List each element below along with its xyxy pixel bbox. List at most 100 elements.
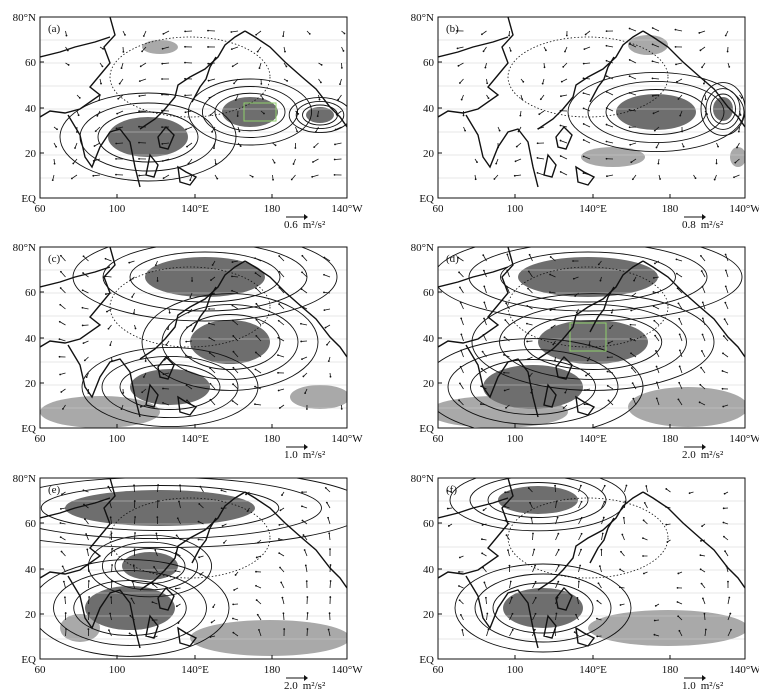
flux-arrow <box>629 75 637 80</box>
flux-arrow <box>702 302 706 310</box>
shading-region <box>730 147 745 167</box>
flux-arrow <box>209 367 216 374</box>
flux-arrow <box>84 518 89 525</box>
contour-line <box>101 541 199 591</box>
coastline <box>40 17 116 118</box>
coastline <box>139 30 246 130</box>
coastline <box>555 125 573 150</box>
contour-line <box>73 580 187 636</box>
reference-arrow-head <box>304 675 308 681</box>
flux-arrow <box>280 582 285 589</box>
flux-arrow <box>86 549 89 557</box>
flux-arrow <box>256 303 262 310</box>
coastline <box>145 153 159 178</box>
longitude-label: 180 <box>662 203 679 215</box>
flux-arrow <box>700 46 706 51</box>
flux-arrow <box>583 139 591 144</box>
coastline <box>438 247 514 348</box>
flux-arrow <box>279 271 285 278</box>
coastline <box>139 260 246 360</box>
flux-arrow <box>83 255 89 262</box>
flux-arrow <box>324 257 331 262</box>
flux-arrow <box>255 272 262 278</box>
flux-arrow <box>704 613 706 621</box>
flux-arrow <box>699 384 706 390</box>
flux-arrow <box>163 30 170 35</box>
flux-arrow <box>526 323 533 326</box>
flux-arrow <box>301 356 308 360</box>
coastline <box>438 497 509 519</box>
contour-line <box>705 88 741 130</box>
shading-region <box>60 614 100 642</box>
flux-arrow <box>460 614 464 621</box>
flux-arrow <box>155 533 158 541</box>
flux-arrow <box>727 629 732 637</box>
flux-arrow <box>209 292 216 296</box>
flux-arrow <box>481 30 487 35</box>
flux-arrow <box>504 336 510 342</box>
flux-arrow <box>82 289 89 294</box>
panel-label: (c) <box>48 253 61 265</box>
panel-label: (d) <box>446 253 459 265</box>
flux-arrow <box>233 78 239 84</box>
flux-arrow <box>555 613 557 621</box>
coastline <box>465 344 539 418</box>
flux-arrow <box>724 318 729 326</box>
flux-arrow <box>291 174 296 180</box>
flux-arrow <box>528 271 533 278</box>
flux-arrow <box>255 30 262 36</box>
flux-arrow <box>701 270 706 278</box>
latitude-label: 20 <box>423 378 435 390</box>
flux-arrow <box>95 126 101 132</box>
flux-arrow <box>163 174 170 179</box>
flux-arrow <box>507 550 510 557</box>
flux-arrow <box>601 533 604 541</box>
flux-arrow <box>256 599 262 605</box>
contour-line <box>470 359 596 415</box>
map-area <box>438 247 745 428</box>
flux-arrow <box>679 334 683 342</box>
flux-arrow <box>678 318 683 326</box>
flux-arrow <box>337 94 342 100</box>
flux-arrow <box>162 158 170 162</box>
flux-arrow <box>327 517 331 525</box>
flux-arrow <box>185 355 193 358</box>
latitude-label: 40 <box>25 103 37 115</box>
flux-arrow <box>324 308 331 311</box>
flux-arrow <box>235 94 239 101</box>
flux-arrow <box>281 597 285 605</box>
longitude-label: 140°E <box>579 203 607 215</box>
contour-line <box>101 355 239 419</box>
flux-arrow <box>652 94 660 97</box>
contour-line <box>81 346 259 428</box>
flux-arrow <box>313 142 319 148</box>
flux-arrow <box>59 321 66 326</box>
flux-arrow <box>178 501 181 509</box>
latitude-label: 60 <box>423 518 435 530</box>
flux-arrow <box>629 28 637 32</box>
contour-line <box>288 96 347 134</box>
reference-value: 2.0 <box>284 680 298 692</box>
flux-arrow <box>654 126 660 131</box>
shading-region <box>122 552 178 580</box>
flux-arrow <box>702 334 706 342</box>
flux-arrow <box>232 320 239 326</box>
flux-arrow <box>111 564 113 573</box>
latitude-label: EQ <box>21 654 36 666</box>
flux-arrow <box>700 255 706 262</box>
flux-arrow <box>483 302 487 310</box>
flux-arrow <box>555 581 559 589</box>
longitude-label: 60 <box>433 664 445 676</box>
flux-arrow <box>60 271 66 278</box>
reference-arrow-head <box>702 444 706 450</box>
flux-arrow <box>608 400 614 406</box>
flux-arrow <box>676 78 683 83</box>
longitude-label: 180 <box>264 433 281 445</box>
contour-line <box>587 80 725 144</box>
flux-arrow <box>278 388 285 391</box>
flux-arrow <box>278 320 285 326</box>
flux-arrow <box>131 598 135 605</box>
latitude-label: EQ <box>419 654 434 666</box>
flux-arrow <box>140 404 147 408</box>
flux-vectors <box>59 484 332 639</box>
